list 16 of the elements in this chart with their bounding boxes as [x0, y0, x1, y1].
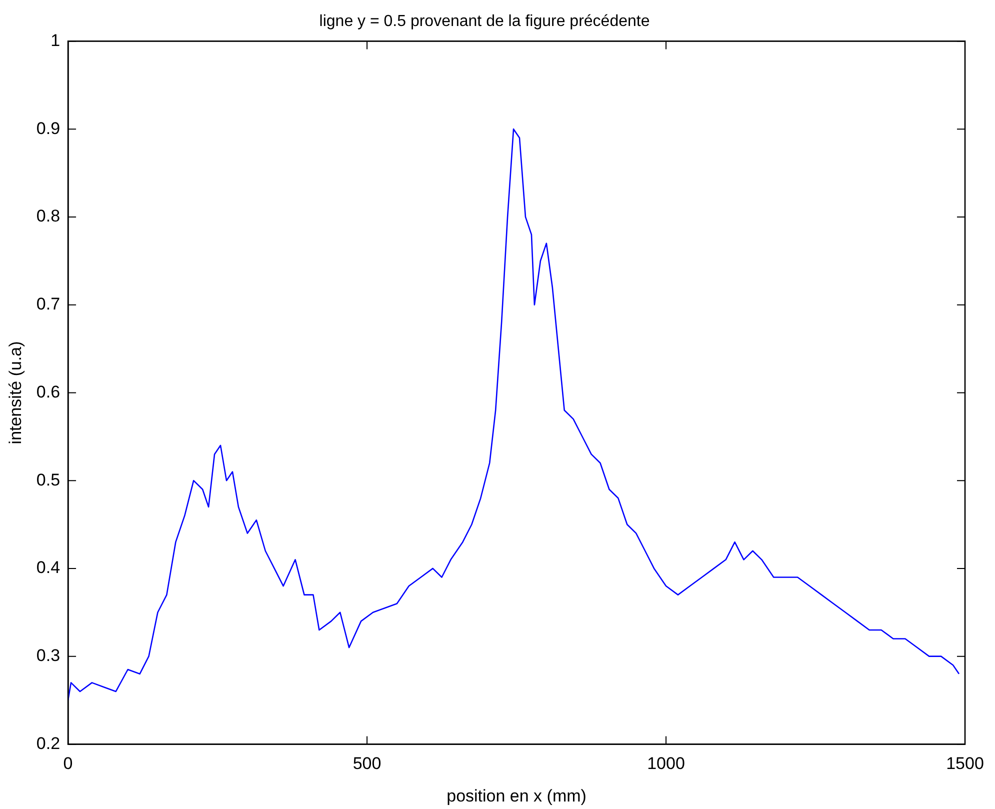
x-tick-label: 1000 — [647, 754, 685, 774]
chart-title: ligne y = 0.5 provenant de la figure précédente — [319, 13, 650, 30]
y-tick-label: 0.6 — [36, 382, 60, 402]
y-tick-label: 0.4 — [36, 558, 60, 578]
y-tick-label: 0.3 — [36, 646, 60, 666]
y-tick-label: 1 — [50, 30, 60, 50]
y-tick-label: 0.8 — [36, 206, 60, 226]
y-tick-label: 0.9 — [36, 118, 60, 138]
y-tick-label: 0.7 — [36, 294, 60, 314]
y-tick-label: 0.5 — [36, 470, 60, 490]
y-axis-title: intensité (u.a) — [6, 341, 25, 444]
x-tick-label: 0 — [63, 754, 73, 774]
x-tick-label: 500 — [352, 754, 382, 774]
y-tick-label: 0.2 — [36, 734, 60, 753]
x-axis-title: position en x (mm) — [446, 786, 586, 806]
x-tick-label: 1500 — [946, 754, 984, 774]
